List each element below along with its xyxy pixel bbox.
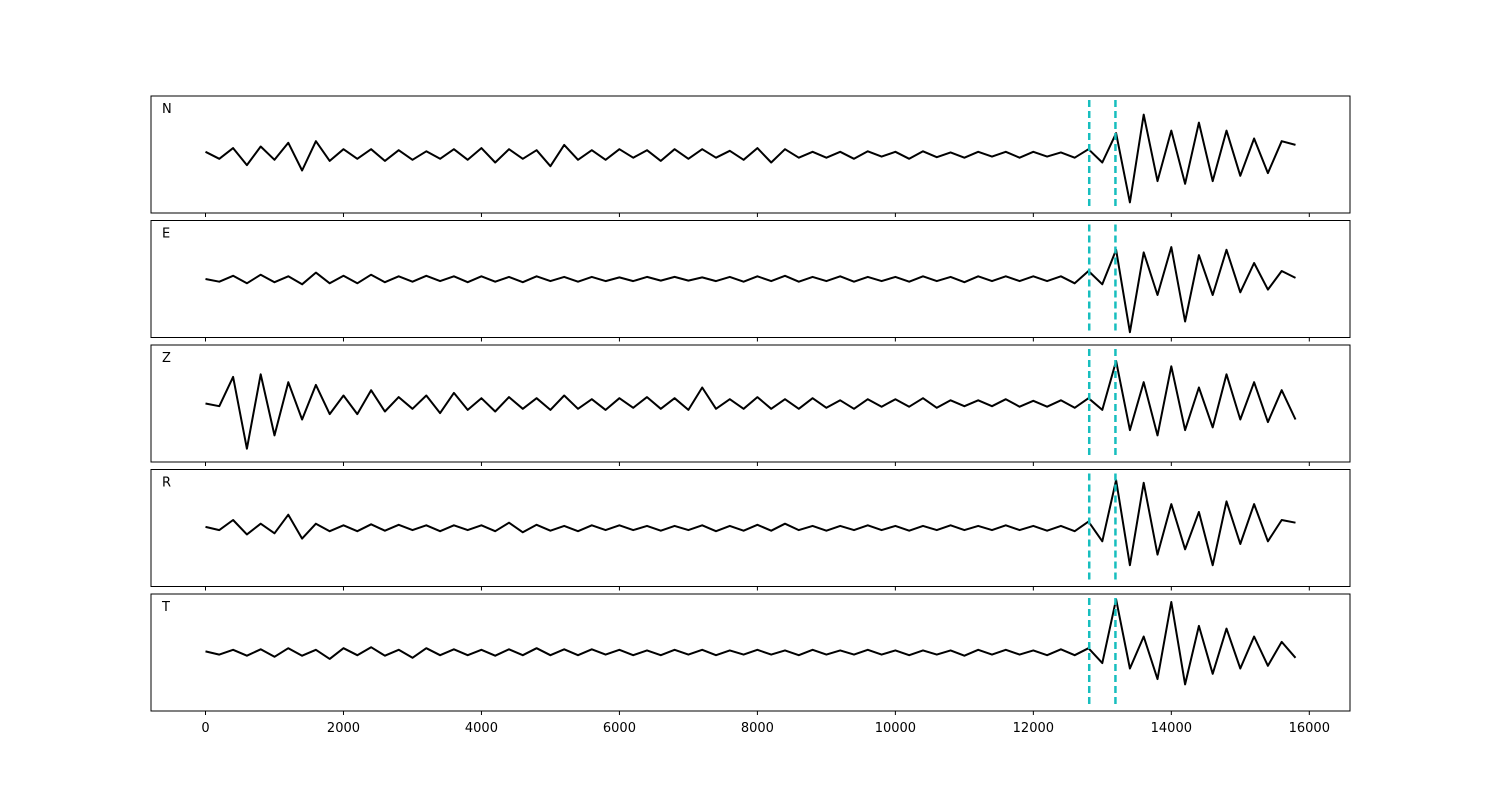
panel-frame	[150, 593, 1351, 712]
panel-label: R	[162, 476, 171, 491]
panel-label: E	[162, 227, 170, 242]
x-tick-label: 0	[201, 721, 209, 736]
panel-frame	[150, 220, 1351, 338]
panel-label: Z	[162, 351, 171, 366]
panel-frame	[150, 344, 1351, 463]
trace	[205, 479, 1296, 567]
panel-frame	[150, 469, 1351, 587]
x-tick-label: 2000	[327, 721, 360, 736]
x-tick-label: 16000	[1289, 721, 1330, 736]
x-tick-label: 14000	[1151, 721, 1192, 736]
x-tick-label: 6000	[603, 721, 636, 736]
x-tick-label: 4000	[465, 721, 498, 736]
trace	[205, 598, 1297, 686]
trace	[205, 246, 1296, 334]
panel-frame	[150, 95, 1351, 214]
panel-label: N	[162, 102, 172, 117]
trace	[205, 360, 1297, 450]
x-tick-label: 12000	[1013, 721, 1054, 736]
panel-label: T	[161, 600, 170, 615]
trace	[205, 113, 1296, 204]
x-tick-label: 8000	[741, 721, 774, 736]
x-tick-label: 10000	[875, 721, 916, 736]
